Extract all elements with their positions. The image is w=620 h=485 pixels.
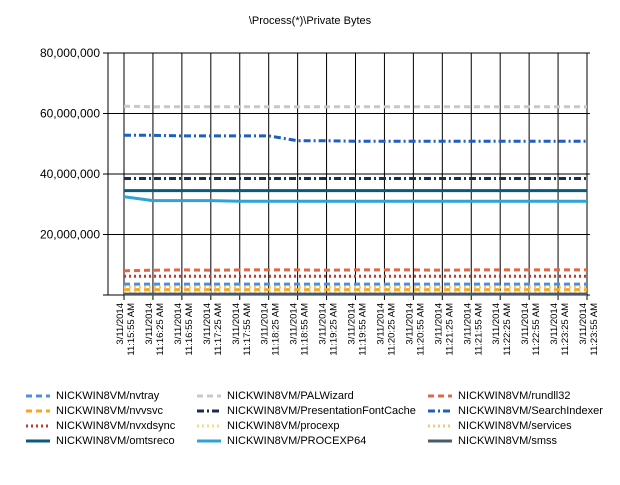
legend-item: NICKWIN8VM/PROCEXP64 [197, 433, 366, 448]
x-tick-label: 3/11/201411:22:25 AM [491, 303, 513, 356]
x-tick-label: 3/11/201411:18:55 AM [289, 303, 311, 356]
legend-item: NICKWIN8VM/PALWizard [197, 388, 354, 403]
legend-swatch [197, 393, 221, 399]
x-tick-label: 3/11/201411:18:25 AM [260, 303, 282, 356]
x-tick-label: 3/11/201411:16:55 AM [173, 303, 195, 356]
x-tick-label: 3/11/201411:21:55 AM [462, 303, 484, 356]
series-line-4 [123, 104, 587, 109]
legend-label: NICKWIN8VM/services [458, 419, 572, 432]
y-tick-label: 60,000,000 [40, 107, 100, 121]
legend-swatch [197, 438, 221, 444]
axes [103, 52, 590, 300]
x-tick-label: 3/11/201411:17:55 AM [231, 303, 253, 356]
x-tick-label: 3/11/201411:22:55 AM [520, 303, 542, 356]
y-tick-label: 40,000,000 [40, 167, 100, 181]
x-tick-label: 3/11/201411:17:25 AM [202, 303, 224, 356]
series-line-9 [124, 133, 587, 143]
x-tick-label: 3/11/201411:15:55 AM [115, 303, 137, 356]
legend-item: NICKWIN8VM/rundll32 [428, 388, 570, 403]
legend-label: NICKWIN8VM/nvvsvc [56, 404, 163, 417]
x-tick-label: 3/11/201411:23:25 AM [549, 303, 571, 356]
legend-label: NICKWIN8VM/omtsreco [56, 434, 175, 447]
legend-swatch [428, 423, 452, 429]
x-tick-label: 3/11/201411:19:25 AM [318, 303, 340, 356]
legend-label: NICKWIN8VM/PALWizard [227, 389, 354, 402]
x-tick-label: 3/11/201411:21:25 AM [433, 303, 455, 356]
legend-item: NICKWIN8VM/procexp [197, 418, 339, 433]
chart-title: \Process(*)\Private Bytes [249, 15, 372, 27]
legend-swatch [428, 438, 452, 444]
y-tick-label: 80,000,000 [40, 46, 100, 60]
legend-item: NICKWIN8VM/smss [428, 433, 557, 448]
x-tick-label: 3/11/201411:23:55 AM [578, 303, 600, 356]
legend-swatch [197, 408, 221, 414]
legend-item: NICKWIN8VM/nvtray [26, 388, 159, 403]
legend-item: NICKWIN8VM/PresentationFontCache [197, 403, 416, 418]
x-tick-label: 3/11/201411:19:55 AM [347, 303, 369, 356]
x-tick-label: 3/11/201411:20:25 AM [375, 303, 397, 356]
chart-legend: NICKWIN8VM/nvtray NICKWIN8VM/nvvsvc NICKWI… [26, 388, 616, 468]
legend-item: NICKWIN8VM/services [428, 418, 572, 433]
legend-label: NICKWIN8VM/PresentationFontCache [227, 404, 416, 417]
legend-swatch [197, 423, 221, 429]
legend-swatch [26, 423, 50, 429]
x-tick-label: 3/11/201411:16:25 AM [144, 303, 166, 356]
legend-item: NICKWIN8VM/SearchIndexer [428, 403, 603, 418]
legend-label: NICKWIN8VM/SearchIndexer [458, 404, 603, 417]
legend-swatch [26, 408, 50, 414]
legend-swatch [428, 408, 452, 414]
legend-label: NICKWIN8VM/smss [458, 434, 557, 447]
legend-swatch [428, 393, 452, 399]
x-tick-label: 3/11/201411:20:55 AM [404, 303, 426, 356]
legend-swatch [26, 438, 50, 444]
y-tick-labels: 20,000,000 40,000,000 60,000,000 80,000,000 [40, 46, 100, 242]
legend-label: NICKWIN8VM/PROCEXP64 [227, 434, 367, 447]
series-line-8 [123, 268, 587, 273]
legend-label: NICKWIN8VM/nvtray [56, 389, 160, 402]
legend-item: NICKWIN8VM/nvvsvc [26, 403, 163, 418]
y-tick-label: 20,000,000 [40, 228, 100, 242]
legend-label: NICKWIN8VM/nvxdsync [56, 419, 176, 432]
series-line-7 [123, 195, 587, 203]
legend-item: NICKWIN8VM/nvxdsync [26, 418, 175, 433]
x-tick-labels: 3/11/201411:15:55 AM 3/11/201411:16:25 AM… [115, 303, 600, 356]
series-lines [123, 104, 587, 296]
legend-label: NICKWIN8VM/procexp [227, 419, 340, 432]
legend-item: NICKWIN8VM/omtsreco [26, 433, 175, 448]
gridlines [108, 52, 590, 295]
legend-label: NICKWIN8VM/rundll32 [458, 389, 571, 402]
legend-swatch [26, 393, 50, 399]
